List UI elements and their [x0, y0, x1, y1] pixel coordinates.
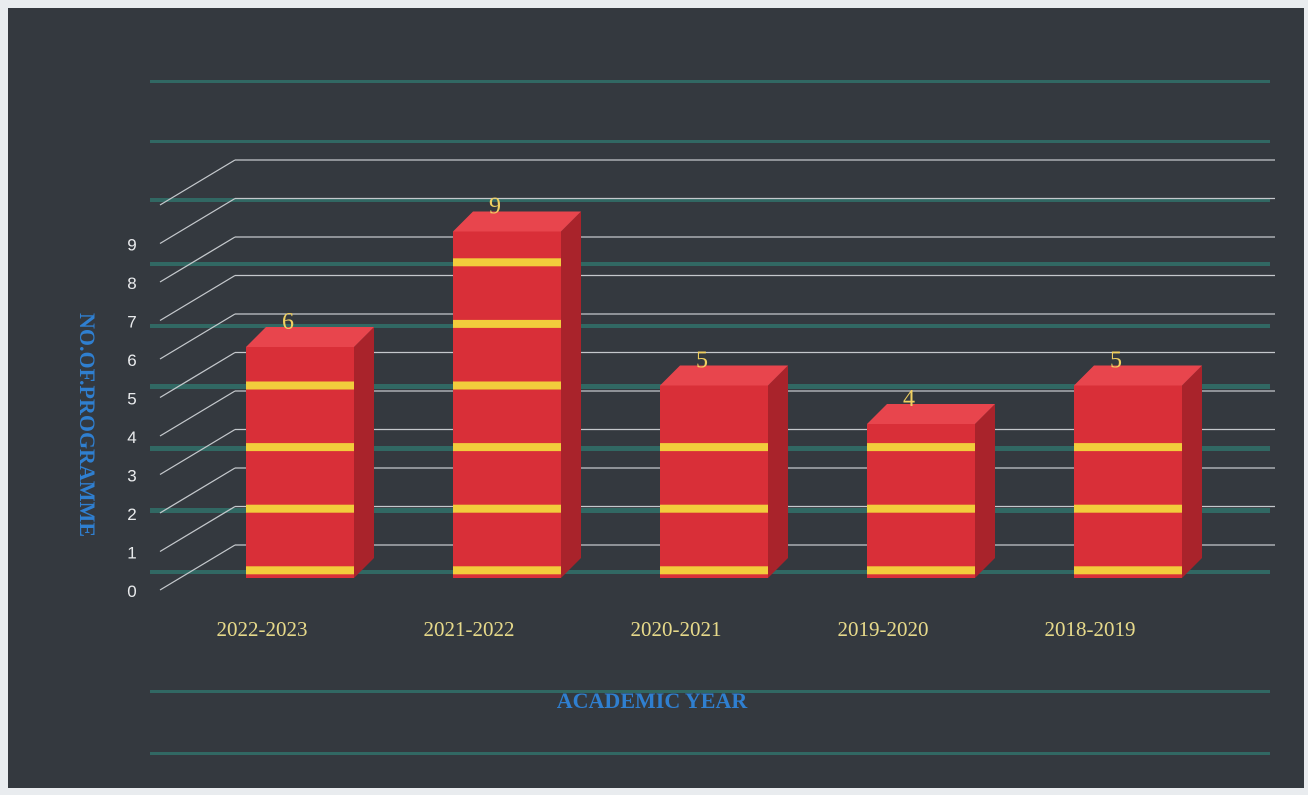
y-tick-label: 4	[127, 428, 136, 447]
x-tick-label: 2020-2021	[631, 617, 722, 641]
y-axis-title: NO.OF.PROGRAMME	[75, 313, 100, 537]
bar-stripe	[453, 381, 561, 390]
data-label: 5	[696, 348, 708, 374]
teal-band	[150, 690, 1270, 693]
gridline-diagonal	[159, 544, 236, 591]
bar-side	[354, 327, 374, 578]
teal-band	[150, 752, 1270, 755]
bar-top	[867, 404, 995, 424]
bar-stripe	[246, 504, 354, 513]
teal-band	[150, 324, 1270, 328]
bar-stripe	[660, 566, 768, 575]
gridline-diagonal	[159, 313, 236, 360]
bar: 9	[453, 194, 581, 578]
gridline-diagonal	[159, 390, 236, 437]
bar-stripe	[1074, 566, 1182, 575]
bar: 4	[867, 386, 995, 578]
gridline-diagonal	[159, 274, 236, 322]
bar-stripe	[1074, 443, 1182, 452]
data-label: 9	[489, 194, 501, 220]
bar-stripe	[246, 566, 354, 575]
x-tick-label: 2022-2023	[217, 617, 308, 641]
data-label: 5	[1110, 348, 1122, 374]
bar-stripe	[867, 566, 975, 575]
y-tick-label: 7	[127, 313, 136, 332]
bar-top	[1074, 365, 1202, 386]
bars: 6 9 5 4 5	[246, 194, 1202, 578]
bar-top	[660, 365, 788, 386]
bar-stripe	[660, 504, 768, 513]
x-axis-labels: 2022-2023 2021-2022 2020-2021 2019-2020 2018…	[217, 617, 1136, 641]
y-axis-ticks: 0 1 2 3 4 5 6 7 8 9	[127, 236, 136, 602]
teal-band	[150, 140, 1270, 143]
bar-stripe	[453, 504, 561, 513]
gridline-diagonal	[159, 351, 236, 399]
bar-stripe	[867, 443, 975, 452]
y-tick-label: 3	[127, 467, 136, 486]
x-tick-label: 2019-2020	[838, 617, 929, 641]
bar-side	[975, 404, 995, 578]
bar-top	[453, 211, 581, 232]
y-tick-label: 1	[127, 544, 136, 563]
bar-front	[453, 231, 561, 578]
bar-stripe	[453, 443, 561, 452]
bar: 6	[246, 309, 374, 578]
y-tick-label: 5	[127, 390, 136, 409]
gridline-diagonal	[159, 197, 236, 245]
bar-front	[660, 385, 768, 578]
bar-front	[1074, 385, 1182, 578]
teal-band	[150, 80, 1270, 83]
data-label: 4	[903, 386, 915, 412]
gridline-diagonal	[159, 467, 236, 514]
bar-stripe	[453, 566, 561, 575]
bar-stripe	[867, 504, 975, 513]
bar: 5	[1074, 348, 1202, 578]
teal-band	[150, 262, 1270, 266]
gridline-diagonal	[159, 505, 236, 553]
y-tick-label: 6	[127, 351, 136, 370]
bar-top	[246, 327, 374, 347]
bar-stripe	[1074, 504, 1182, 513]
x-tick-label: 2021-2022	[424, 617, 515, 641]
bar-side	[1182, 365, 1202, 578]
y-tick-label: 9	[127, 236, 136, 255]
bar-side	[768, 365, 788, 578]
y-tick-label: 0	[127, 582, 136, 601]
x-axis-title: ACADEMIC YEAR	[557, 688, 749, 713]
bar: 5	[660, 348, 788, 578]
bar-side	[561, 211, 581, 578]
gridline-diagonal	[159, 236, 236, 283]
y-tick-label: 2	[127, 505, 136, 524]
teal-band	[150, 198, 1270, 202]
data-label: 6	[282, 309, 294, 335]
gridline-diagonal	[159, 159, 236, 206]
bar-stripe	[246, 381, 354, 390]
x-tick-label: 2018-2019	[1045, 617, 1136, 641]
gridline-diagonal	[159, 428, 236, 476]
bar-stripe	[453, 258, 561, 267]
y-tick-label: 8	[127, 274, 136, 293]
bar-stripe	[660, 443, 768, 452]
bar-stripe	[246, 443, 354, 452]
bar-stripe	[453, 319, 561, 328]
